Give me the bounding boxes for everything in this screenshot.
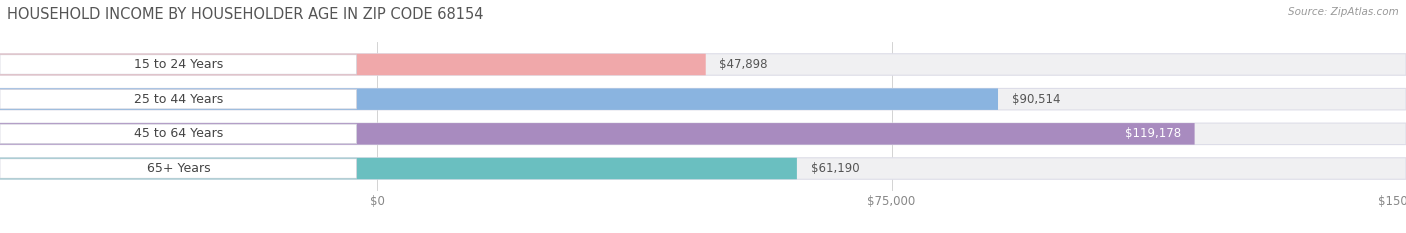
Text: HOUSEHOLD INCOME BY HOUSEHOLDER AGE IN ZIP CODE 68154: HOUSEHOLD INCOME BY HOUSEHOLDER AGE IN Z… bbox=[7, 7, 484, 22]
FancyBboxPatch shape bbox=[0, 55, 357, 74]
FancyBboxPatch shape bbox=[0, 123, 1406, 145]
FancyBboxPatch shape bbox=[0, 54, 1406, 75]
Text: $47,898: $47,898 bbox=[720, 58, 768, 71]
Text: 25 to 44 Years: 25 to 44 Years bbox=[134, 93, 224, 106]
FancyBboxPatch shape bbox=[0, 159, 357, 178]
Text: $90,514: $90,514 bbox=[1012, 93, 1060, 106]
FancyBboxPatch shape bbox=[0, 124, 357, 144]
Text: 65+ Years: 65+ Years bbox=[146, 162, 209, 175]
FancyBboxPatch shape bbox=[0, 89, 357, 109]
Text: 45 to 64 Years: 45 to 64 Years bbox=[134, 127, 224, 140]
FancyBboxPatch shape bbox=[0, 88, 998, 110]
Text: $61,190: $61,190 bbox=[811, 162, 859, 175]
FancyBboxPatch shape bbox=[0, 158, 1406, 179]
FancyBboxPatch shape bbox=[0, 54, 706, 75]
Text: 15 to 24 Years: 15 to 24 Years bbox=[134, 58, 224, 71]
Text: Source: ZipAtlas.com: Source: ZipAtlas.com bbox=[1288, 7, 1399, 17]
FancyBboxPatch shape bbox=[0, 158, 797, 179]
Text: $119,178: $119,178 bbox=[1125, 127, 1181, 140]
FancyBboxPatch shape bbox=[0, 88, 1406, 110]
FancyBboxPatch shape bbox=[0, 123, 1195, 145]
